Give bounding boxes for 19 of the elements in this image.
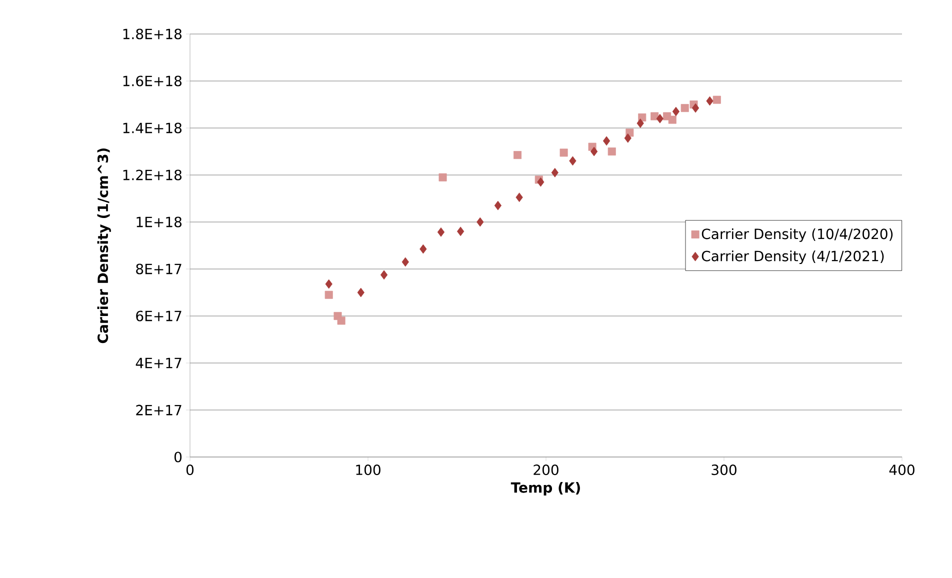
x-tick-label: 200	[534, 464, 558, 476]
y-tick-label: 1E+18	[136, 216, 182, 228]
y-tick-label: 4E+17	[136, 358, 182, 368]
y-tick-label: 2E+17	[136, 404, 182, 416]
x-tick-label: 0	[186, 464, 194, 476]
legend-label: Carrier Density (4/1/2021)	[702, 250, 884, 264]
x-tick-label: 300	[712, 464, 736, 476]
x-tick-label: 100	[356, 464, 380, 476]
y-axis-title: Carrier Density (1/cm^3)	[97, 148, 111, 344]
x-tick-label: 400	[889, 464, 914, 476]
y-tick-label: 6E+17	[136, 310, 182, 322]
y-tick-label: 1.4E+18	[123, 122, 182, 134]
y-tick-label: 1.8E+18	[123, 28, 182, 40]
y-tick-label: 8E+17	[136, 264, 182, 274]
y-tick-label: 1.2E+18	[123, 170, 182, 180]
y-tick-label: 1.6E+18	[123, 76, 182, 86]
x-axis-title: Temp (K)	[510, 482, 580, 496]
legend-label: Carrier Density (10/4/2020)	[702, 228, 893, 242]
y-tick-label: 0	[174, 452, 182, 462]
